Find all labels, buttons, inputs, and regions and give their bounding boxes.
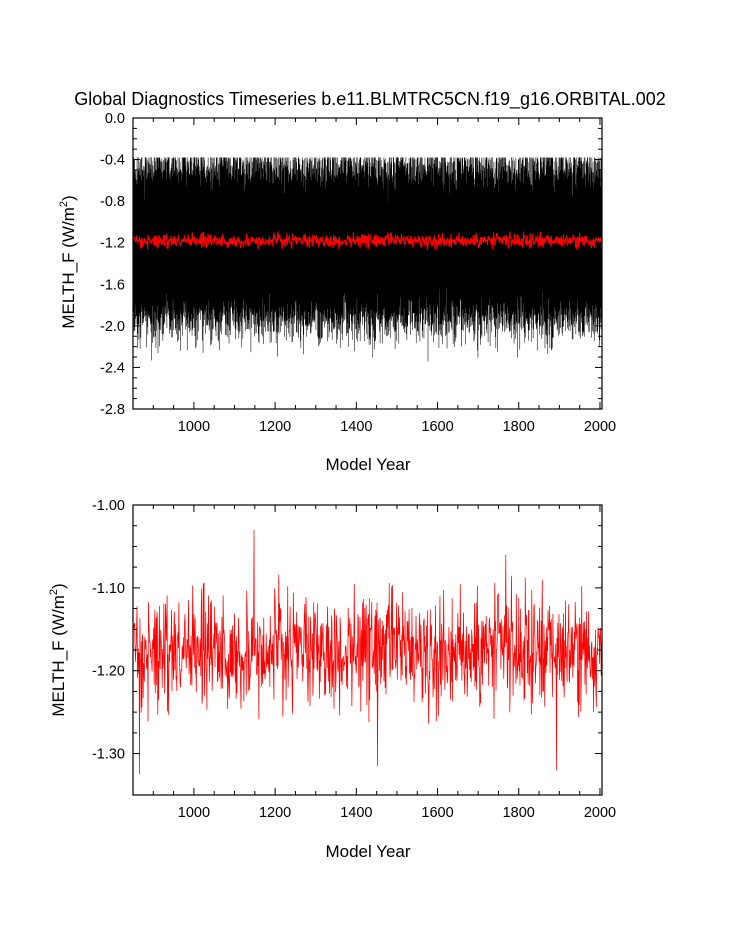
annual-series-line bbox=[132, 231, 603, 250]
bottom-panel: 1000 1200 1400 1600 1800 2000 -1.00 -1.10 -1.20 -… bbox=[48, 498, 616, 861]
y-tick-label: -1.2 bbox=[100, 236, 125, 252]
x-tick-label: 1800 bbox=[503, 419, 535, 435]
monthly-series-line bbox=[132, 157, 603, 362]
bottom-panel-ticks bbox=[132, 504, 602, 795]
x-tick-label: 1400 bbox=[340, 805, 372, 821]
y-tick-label: -2.4 bbox=[100, 360, 125, 376]
x-tick-label: 1200 bbox=[259, 419, 291, 435]
y-tick-label: -2.0 bbox=[100, 319, 125, 335]
x-tick-label: 1000 bbox=[178, 805, 210, 821]
bottom-panel-tick-labels: 1000 1200 1400 1600 1800 2000 -1.00 -1.10 -1.20 -… bbox=[92, 498, 616, 821]
bottom-panel-series bbox=[132, 529, 603, 775]
y-tick-label: -1.30 bbox=[92, 747, 125, 763]
y-tick-label: -1.6 bbox=[100, 277, 125, 293]
annual-series-line bbox=[132, 529, 603, 775]
y-tick-label: -0.8 bbox=[100, 194, 125, 210]
bottom-y-axis-label: MELTH_F (W/m2) bbox=[48, 583, 68, 716]
y-tick-label: -2.8 bbox=[100, 402, 125, 418]
y-tick-label: 0.0 bbox=[105, 111, 125, 127]
x-tick-label: 1000 bbox=[178, 419, 210, 435]
y-tick-label: -1.00 bbox=[92, 498, 125, 514]
top-panel: 1000 1200 1400 1600 1800 2000 0.0 -0.4 -0.8 -1.2 -… bbox=[58, 111, 616, 474]
x-tick-label: 1400 bbox=[340, 419, 372, 435]
x-tick-label: 1200 bbox=[259, 805, 291, 821]
y-tick-label: -0.4 bbox=[100, 153, 125, 169]
top-panel-tick-labels: 1000 1200 1400 1600 1800 2000 0.0 -0.4 -0.8 -1.2 -… bbox=[100, 111, 616, 435]
x-tick-label: 1800 bbox=[503, 805, 535, 821]
top-plot-frame bbox=[132, 117, 603, 410]
top-y-axis-label: MELTH_F (W/m2) bbox=[58, 195, 78, 328]
top-panel-series bbox=[132, 157, 603, 362]
x-tick-label: 1600 bbox=[421, 419, 453, 435]
y-tick-label: -1.20 bbox=[92, 664, 125, 680]
y-tick-label: -1.10 bbox=[92, 581, 125, 597]
top-x-axis-label: Model Year bbox=[325, 455, 410, 474]
bottom-plot-frame bbox=[132, 504, 603, 796]
x-tick-label: 2000 bbox=[584, 419, 616, 435]
x-tick-label: 2000 bbox=[584, 805, 616, 821]
x-tick-label: 1600 bbox=[421, 805, 453, 821]
bottom-x-axis-label: Model Year bbox=[325, 842, 410, 861]
top-panel-ticks bbox=[132, 117, 602, 410]
figure-title: Global Diagnostics Timeseries b.e11.BLMT… bbox=[74, 89, 666, 110]
